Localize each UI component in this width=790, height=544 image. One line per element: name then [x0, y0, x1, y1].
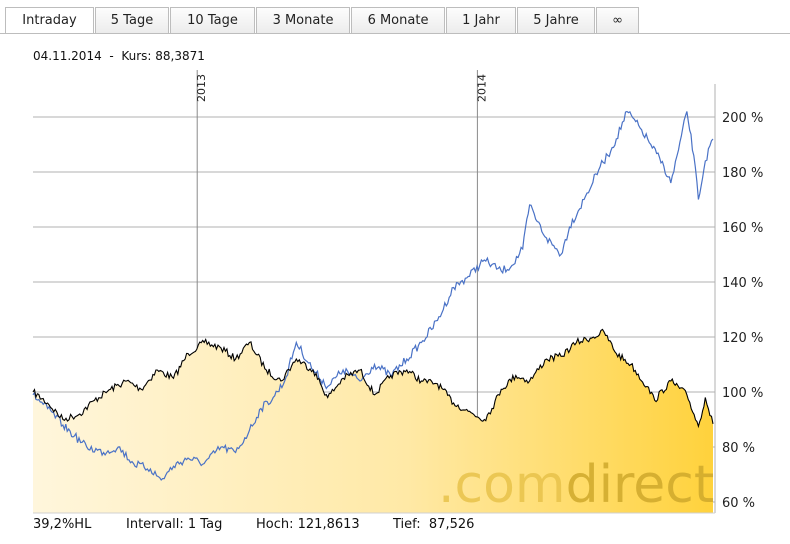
tab-10-tage[interactable]: 10 Tage — [170, 7, 255, 33]
tab-1-jahr[interactable]: 1 Jahr — [446, 7, 516, 33]
x-tick-label: 2013 — [195, 74, 208, 102]
y-tick-label: 80 % — [722, 441, 755, 456]
footer-interval: Intervall: 1 Tag — [126, 517, 223, 532]
price-area-fill — [33, 329, 713, 513]
svg-text:.comdirect: .comdirect — [438, 455, 714, 515]
y-tick-label: 60 % — [722, 496, 755, 511]
tab-6-monate[interactable]: 6 Monate — [351, 7, 445, 33]
comparison-series-line — [32, 110, 714, 481]
tab-intraday[interactable]: Intraday — [5, 7, 94, 34]
tab-5-tage[interactable]: 5 Tage — [95, 7, 169, 33]
price-info: 04.11.2014 - Kurs: 88,3871 — [33, 49, 205, 63]
comdirect-watermark: .comdirect — [438, 455, 714, 515]
price-separator: - — [109, 49, 114, 63]
tab-3-monate[interactable]: 3 Monate — [256, 7, 350, 33]
y-tick-label: 100 % — [722, 386, 763, 401]
price-label: Kurs: — [121, 49, 152, 63]
tab-bar-divider — [0, 33, 790, 34]
y-tick-label: 200 % — [722, 111, 763, 126]
tab-5-jahre[interactable]: 5 Jahre — [517, 7, 595, 33]
footer-low: Tief: 87,526 — [393, 517, 475, 532]
main-series-line — [32, 328, 714, 429]
tab-all-time[interactable]: ∞ — [596, 7, 639, 33]
footer-hl: 39,2%HL — [33, 517, 92, 532]
watermark-com: .com — [438, 455, 566, 515]
x-tick-label: 2014 — [475, 74, 488, 102]
watermark-direct: direct — [566, 455, 715, 515]
range-tab-bar: Intraday 5 Tage 10 Tage 3 Monate 6 Monat… — [0, 0, 790, 34]
y-tick-label: 180 % — [722, 166, 763, 181]
y-tick-label: 120 % — [722, 331, 763, 346]
y-tick-label: 140 % — [722, 276, 763, 291]
price-date: 04.11.2014 — [33, 49, 102, 63]
y-tick-label: 160 % — [722, 221, 763, 236]
price-value: 88,3871 — [155, 49, 205, 63]
footer-high: Hoch: 121,8613 — [256, 517, 360, 532]
